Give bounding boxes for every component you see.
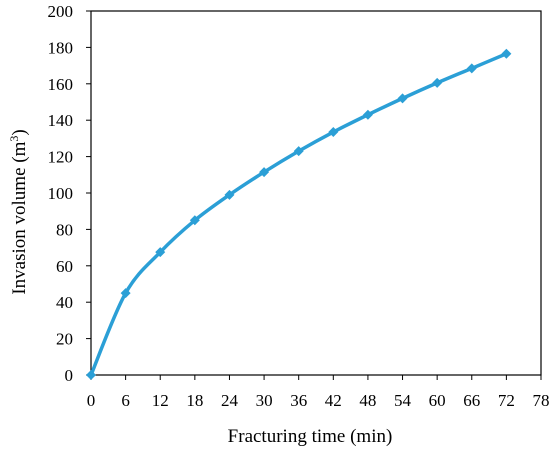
x-tick-label: 42 xyxy=(325,391,342,410)
data-point-marker xyxy=(501,48,512,59)
axes: 0 6 12 18 24 30 36 42 48 54 60 66 72 78 0 20 40 60 80 100 12… xyxy=(48,2,550,410)
data-point-marker xyxy=(189,215,200,226)
x-tick-label: 30 xyxy=(256,391,273,410)
data-point-marker xyxy=(155,247,166,258)
data-point-marker xyxy=(466,63,477,74)
x-tick-label: 6 xyxy=(121,391,130,410)
x-axis-title: Fracturing time (min) xyxy=(228,426,393,447)
y-axis-title-main: Invasion volume (m xyxy=(9,141,30,294)
data-point-marker xyxy=(86,370,96,380)
y-tick-label: 80 xyxy=(56,220,73,239)
x-tick-label: 24 xyxy=(221,391,239,410)
y-tick-label: 0 xyxy=(65,366,74,385)
y-tick-label: 100 xyxy=(48,184,74,203)
y-tick-label: 40 xyxy=(56,293,73,312)
y-axis-title-close: ) xyxy=(9,129,30,135)
x-tick-label: 12 xyxy=(152,391,169,410)
y-tick-label: 120 xyxy=(48,148,74,167)
data-point-marker xyxy=(362,109,373,120)
x-tick-label: 36 xyxy=(290,391,307,410)
y-tick-label: 200 xyxy=(48,2,74,21)
x-tick-label: 66 xyxy=(463,391,480,410)
data-point-marker xyxy=(293,146,304,157)
y-axis-title: Invasion volume (m3) xyxy=(7,129,30,294)
x-tick-label: 0 xyxy=(87,391,96,410)
x-tick-label: 78 xyxy=(533,391,550,410)
y-tick-label: 180 xyxy=(48,38,74,57)
data-point-marker xyxy=(224,189,235,200)
x-tick-label: 60 xyxy=(429,391,446,410)
y-tick-label: 160 xyxy=(48,75,74,94)
x-tick-label: 72 xyxy=(498,391,515,410)
data-point-marker xyxy=(397,93,408,104)
y-tick-label: 60 xyxy=(56,257,73,276)
y-axis-title-superscript: 3 xyxy=(7,136,21,142)
y-tick-label: 140 xyxy=(48,111,74,130)
data-point-marker xyxy=(120,288,131,299)
data-point-marker xyxy=(259,167,270,178)
x-tick-label: 54 xyxy=(394,391,412,410)
data-point-marker xyxy=(432,77,443,88)
x-tick-label: 18 xyxy=(186,391,203,410)
data-point-marker xyxy=(328,127,339,138)
series-line xyxy=(89,52,509,377)
series-layer xyxy=(86,48,512,380)
y-tick-label: 20 xyxy=(56,330,73,349)
x-tick-label: 48 xyxy=(359,391,376,410)
